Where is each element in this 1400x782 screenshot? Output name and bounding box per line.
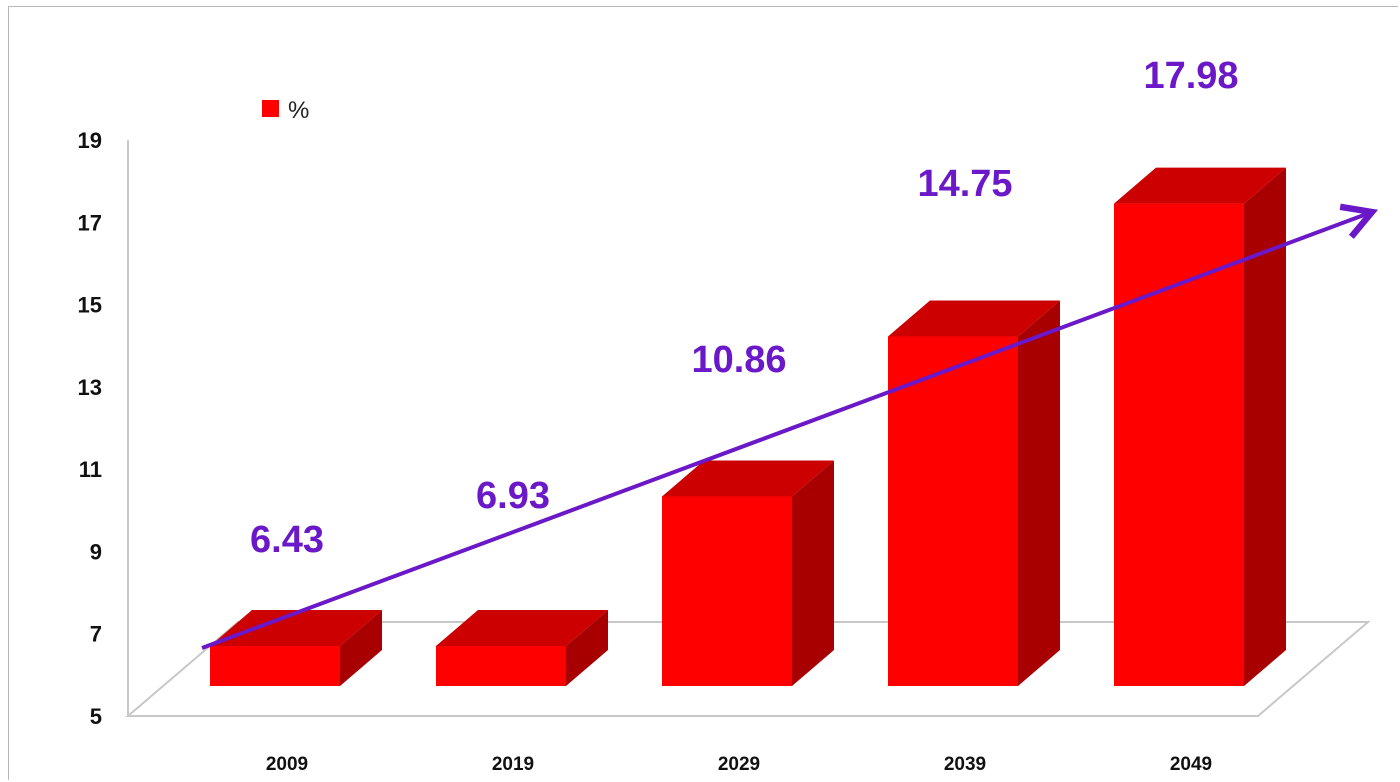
legend-swatch	[262, 100, 279, 117]
data-labels: 6.43 6.93 10.86 14.75 17.98	[250, 55, 1239, 561]
data-label: 10.86	[691, 339, 786, 381]
x-tick-label: 2039	[944, 754, 986, 775]
bar-2049	[1114, 167, 1286, 686]
y-tick-label: 13	[78, 375, 102, 400]
bar-side-2029	[792, 460, 834, 686]
bar-front-2019	[436, 646, 566, 686]
bar-top-2029	[662, 460, 834, 497]
x-tick-label: 2049	[1170, 754, 1212, 775]
bar-side-2019	[566, 610, 608, 686]
data-label: 14.75	[917, 163, 1012, 205]
x-tick-label: 2019	[492, 754, 534, 775]
data-label: 17.98	[1143, 55, 1238, 97]
y-tick-label: 5	[90, 704, 102, 729]
bar-side-2009	[340, 610, 382, 686]
y-tick-label: 19	[78, 128, 102, 153]
bar-side-2049	[1244, 167, 1286, 686]
y-tick-label: 7	[90, 622, 102, 647]
bar-front-2029	[662, 496, 792, 686]
legend: %	[262, 97, 309, 124]
bar-2029	[662, 460, 834, 686]
legend-label: %	[288, 97, 309, 124]
trend-arrow	[201, 203, 1379, 650]
bar-front-2039	[888, 336, 1018, 686]
bar-2019	[436, 610, 608, 686]
x-tick-label: 2009	[266, 754, 308, 775]
bar-top-2039	[888, 300, 1060, 337]
bar-front-2049	[1114, 203, 1244, 686]
y-tick-label: 9	[90, 539, 102, 564]
x-axis-labels: 2009 2019 2029 2039 2049	[266, 754, 1212, 775]
bar-2009	[210, 610, 382, 686]
bars	[210, 167, 1286, 686]
data-label: 6.93	[476, 475, 550, 517]
data-label: 6.43	[250, 519, 324, 561]
y-tick-label: 17	[78, 210, 102, 235]
bar-top-2049	[1114, 167, 1286, 204]
y-tick-label: 11	[79, 457, 102, 482]
bar-2039	[888, 300, 1060, 686]
bar-top-2019	[436, 610, 608, 646]
bar-side-2039	[1018, 300, 1060, 686]
y-tick-label: 15	[78, 293, 102, 318]
y-axis-ticks: 5 7 9 11 13 15 17 19	[78, 128, 102, 729]
chart-frame	[8, 6, 1398, 780]
bar-front-2009	[210, 646, 340, 686]
x-tick-label: 2029	[718, 754, 760, 775]
bar-top-2009	[210, 610, 382, 646]
